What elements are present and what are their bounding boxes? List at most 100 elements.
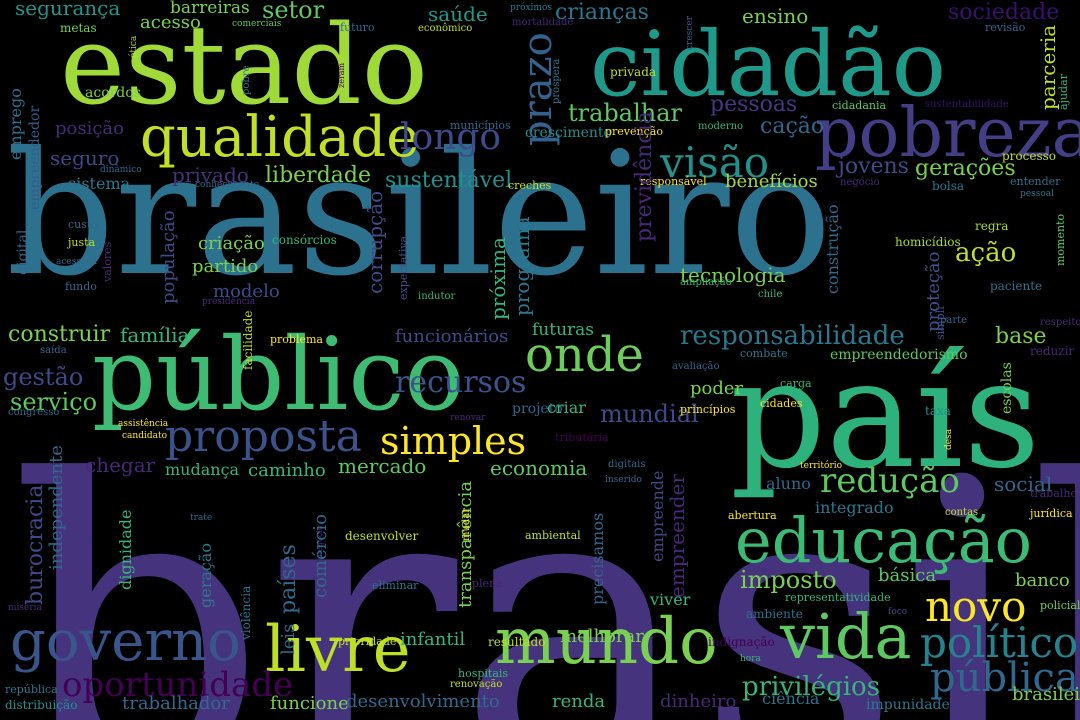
word: previdência	[632, 111, 657, 242]
word: próxima	[486, 237, 510, 320]
word: moderno	[698, 121, 744, 132]
word: redução	[820, 461, 960, 501]
word: ética	[129, 35, 139, 58]
word: político	[920, 618, 1079, 667]
word: dinheiro	[660, 691, 737, 712]
word: visão	[660, 138, 770, 187]
word: carga	[780, 377, 812, 390]
word: pessoal	[1020, 189, 1054, 199]
word: independente	[46, 445, 67, 570]
word: desa	[944, 428, 954, 450]
word: valores	[101, 241, 114, 282]
word: pública	[930, 655, 1079, 701]
word: construção	[823, 204, 842, 294]
word: ciência	[762, 689, 820, 708]
word: barreiras	[170, 0, 250, 18]
word: cidadania	[832, 99, 887, 112]
word: candidato	[122, 431, 168, 441]
word: empreendedorismo	[830, 347, 968, 363]
word: cidadão	[590, 12, 946, 117]
word: hospitais	[458, 667, 509, 680]
word: problema	[270, 333, 323, 346]
word: posição	[55, 118, 125, 139]
word: brasileiro	[6, 116, 833, 314]
word: oportunidade	[62, 665, 294, 705]
word: vida	[780, 600, 912, 673]
word: ambiental	[525, 529, 581, 542]
word: taxa	[925, 404, 951, 418]
word: dignidade	[116, 509, 135, 590]
word: leis	[278, 623, 299, 655]
word: indignação	[708, 635, 775, 649]
word: miséria	[8, 603, 42, 613]
word: empreender	[665, 474, 689, 598]
word: homicídios	[895, 235, 961, 249]
word: saúde	[428, 2, 488, 26]
word: processo	[1002, 149, 1057, 163]
word: trate	[190, 513, 213, 523]
word: onde	[525, 327, 644, 383]
word: acordos	[85, 85, 141, 101]
word: momento	[1054, 213, 1067, 266]
word: privado	[172, 163, 249, 187]
word: paciente	[990, 279, 1043, 293]
word: país	[730, 328, 1041, 502]
word: simples	[380, 419, 527, 463]
word: digital	[15, 229, 31, 275]
word: fundo	[65, 280, 97, 293]
word: jurídica	[1030, 507, 1073, 520]
word: mudar	[461, 507, 472, 541]
word: integrado	[815, 498, 894, 517]
word: consórcios	[272, 233, 337, 247]
word: viver	[650, 590, 691, 609]
word: livre	[265, 613, 411, 687]
word: caminho	[248, 460, 326, 481]
word: empreendedor	[27, 105, 43, 210]
word: proposta	[165, 411, 362, 462]
word: base	[995, 324, 1047, 349]
word: renda	[552, 691, 606, 712]
word: plena	[472, 577, 503, 590]
word: eliminar	[372, 579, 419, 592]
word: básica	[878, 565, 937, 586]
word: sistema	[68, 174, 131, 193]
word: mundo	[495, 605, 718, 679]
word: república	[5, 683, 58, 696]
word: comércio	[310, 514, 331, 598]
word: longo	[400, 117, 502, 158]
word: impunidade	[866, 697, 950, 713]
word: cidades	[760, 397, 803, 410]
word: dinâmico	[100, 165, 142, 175]
word: zeram	[337, 62, 346, 88]
word: países	[276, 544, 301, 614]
word: renovação	[450, 679, 503, 690]
word: econômico	[418, 23, 473, 34]
word: acesso	[140, 12, 201, 33]
word: parte	[940, 315, 968, 326]
word: princípios	[680, 403, 736, 416]
word: poder	[690, 378, 744, 399]
word: chile	[758, 289, 783, 300]
word: negócio	[840, 177, 880, 188]
word: mudança	[165, 460, 240, 479]
word: brasileira	[1012, 684, 1080, 705]
word: segurança	[15, 0, 121, 20]
word: responsável	[640, 175, 707, 188]
word: renovar	[450, 413, 486, 423]
word: pobre	[241, 65, 252, 95]
word: modelo	[213, 281, 280, 302]
word: população	[158, 210, 179, 304]
word: educação	[735, 504, 1033, 577]
word: tributária	[555, 431, 609, 444]
word: estado	[60, 1, 428, 129]
word: privilégios	[742, 672, 881, 702]
word: assistência	[118, 419, 169, 429]
word: família	[120, 323, 190, 347]
word: corrupção	[363, 190, 387, 294]
word: ambiente	[746, 607, 803, 621]
word: conhecimento	[195, 180, 259, 190]
word: ajudar	[1057, 74, 1070, 110]
word: funcionários	[395, 326, 509, 347]
word: distribuição	[5, 698, 78, 712]
word: congresso	[8, 407, 60, 418]
